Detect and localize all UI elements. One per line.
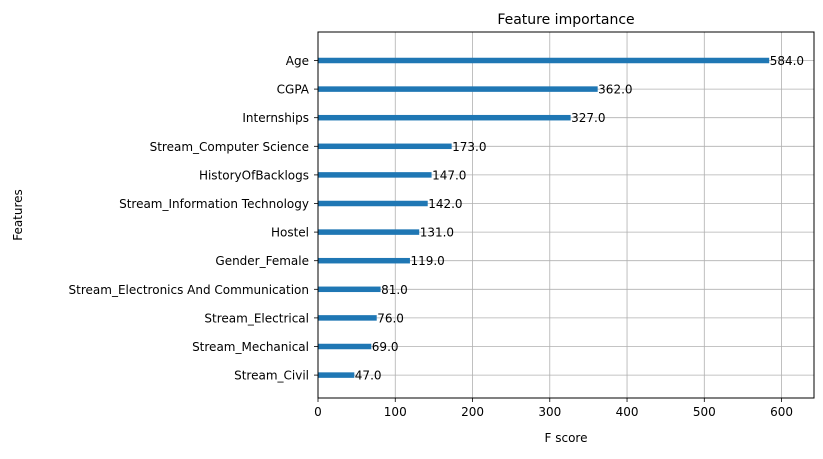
bar-value-label: 131.0 xyxy=(420,226,454,240)
bar-value-label: 584.0 xyxy=(770,54,804,68)
bar-value-label: 173.0 xyxy=(452,140,486,154)
bar-value-label: 69.0 xyxy=(372,340,399,354)
bar xyxy=(318,286,381,293)
x-axis-label: F score xyxy=(545,431,588,445)
y-tick-label: Stream_Electrical xyxy=(204,311,309,325)
bar xyxy=(318,315,377,321)
x-tick-label: 400 xyxy=(616,405,639,419)
value-labels: 584.0 362.0 327.0 173.0 147.0 142.0 131.0 119.0… xyxy=(355,54,804,383)
plot-frame xyxy=(317,31,815,399)
y-tick-label: CGPA xyxy=(277,83,310,97)
y-tick-label: Age xyxy=(286,54,309,68)
y-tick-label: Stream_Civil xyxy=(234,369,309,383)
bar-value-label: 147.0 xyxy=(432,168,466,182)
y-tick-label: Stream_Computer Science xyxy=(150,140,309,154)
x-tick-label: 600 xyxy=(770,405,793,419)
x-tick-label: 0 xyxy=(314,405,322,419)
y-tick-label: HistoryOfBacklogs xyxy=(199,168,309,182)
x-tick-label: 500 xyxy=(693,405,716,419)
bar xyxy=(318,114,571,121)
y-tick-label: Stream_Electronics And Communication xyxy=(69,283,309,297)
bars xyxy=(318,57,770,378)
x-tick-label: 100 xyxy=(384,405,407,419)
bar-value-label: 142.0 xyxy=(428,197,462,211)
bar xyxy=(318,143,452,150)
chart-title: Feature importance xyxy=(497,12,634,28)
y-tick-label: Stream_Information Technology xyxy=(119,197,309,211)
bar xyxy=(318,257,410,264)
x-tick-label: 200 xyxy=(461,405,484,419)
y-tick-label: Hostel xyxy=(271,226,309,240)
bar xyxy=(318,57,770,64)
bar xyxy=(318,229,420,235)
bar xyxy=(318,343,372,350)
bar-value-label: 327.0 xyxy=(571,111,605,125)
bar-value-label: 76.0 xyxy=(377,311,404,325)
bar-value-label: 47.0 xyxy=(355,369,382,383)
bar xyxy=(318,172,432,178)
axis-ticks: 0 100 200 300 400 500 600 Age CGPA Internships Str… xyxy=(69,54,793,419)
x-tick-label: 300 xyxy=(538,405,561,419)
bar-value-label: 362.0 xyxy=(598,83,632,97)
y-tick-label: Internships xyxy=(242,111,309,125)
y-tick-label: Stream_Mechanical xyxy=(192,340,309,354)
y-tick-label: Gender_Female xyxy=(215,254,309,268)
bar-value-label: 119.0 xyxy=(410,254,444,268)
bar xyxy=(318,86,598,92)
bar xyxy=(318,372,355,378)
bar-value-label: 81.0 xyxy=(381,283,408,297)
y-axis-label: Features xyxy=(11,189,25,241)
bar xyxy=(318,200,428,207)
